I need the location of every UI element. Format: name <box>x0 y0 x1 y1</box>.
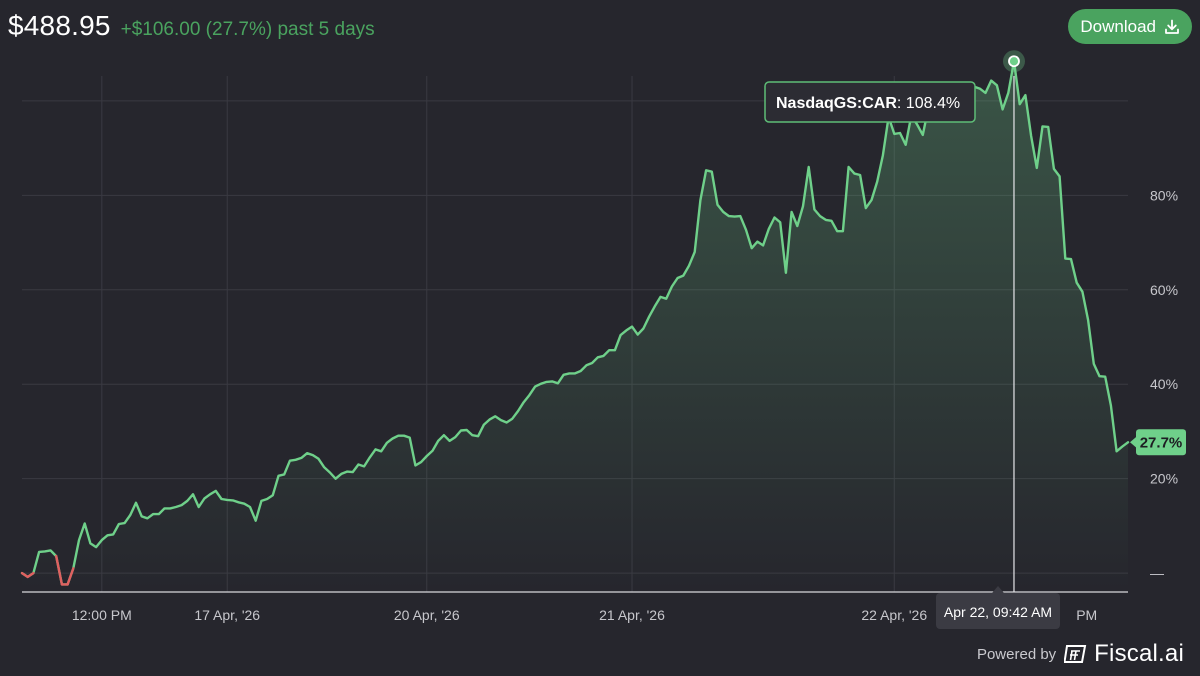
current-price: $488.95 <box>8 10 111 41</box>
negative-segments <box>20 554 75 586</box>
crosshair-date-tag: Apr 22, 09:42 AM <box>936 586 1060 629</box>
y-tick-label: 80% <box>1150 187 1178 203</box>
x-axis: 12:00 PM 17 Apr, '26 20 Apr, '26 21 Apr, '2… <box>72 607 1097 623</box>
y-tick-label: 40% <box>1150 376 1178 392</box>
x-tick-label: PM <box>1076 607 1097 623</box>
tooltip-box <box>764 81 976 123</box>
hover-point <box>1008 55 1020 68</box>
download-button[interactable]: Download <box>1068 9 1192 44</box>
last-value-tag: 27.7% <box>1130 429 1186 456</box>
powered-by-text: Powered by <box>976 645 1057 663</box>
x-tick-label: 20 Apr, '26 <box>394 607 460 623</box>
negative-segment <box>66 567 75 586</box>
tooltip-value: : 108.4% <box>897 95 960 112</box>
negative-segment <box>26 571 35 579</box>
price-change: +$106.00 (27.7%) past 5 days <box>120 19 375 40</box>
download-icon <box>1165 19 1179 34</box>
tooltip: NasdaqGS:CAR: 108.4% <box>764 81 976 123</box>
last-value-label: 27.7% <box>1140 434 1183 451</box>
x-tick-label: 12:00 PM <box>72 607 132 623</box>
y-tick-label: 60% <box>1150 282 1178 298</box>
y-tick-label: — <box>1150 565 1164 581</box>
series-area <box>22 61 1128 592</box>
brand-name: Fiscal.ai <box>1094 640 1184 667</box>
crosshair <box>1002 50 1025 592</box>
tooltip-symbol: NasdaqGS:CAR <box>776 95 897 112</box>
x-tick-label: 17 Apr, '26 <box>194 607 260 623</box>
download-label: Download <box>1080 16 1156 36</box>
footer: Powered by Fiscal.ai <box>977 640 1184 668</box>
y-axis: — 20% 40% 60% 80% <box>1150 187 1178 581</box>
y-tick-label: 20% <box>1150 471 1178 487</box>
crosshair-date: Apr 22, 09:42 AM <box>944 604 1052 620</box>
tooltip-text: NasdaqGS:CAR: 108.4% <box>776 95 960 112</box>
fiscal-logo-icon <box>1064 645 1087 663</box>
x-tick-label: 22 Apr, '26 <box>861 607 927 623</box>
negative-segment <box>55 554 64 586</box>
x-tick-label: 21 Apr, '26 <box>599 607 665 623</box>
quote-header: $488.95 +$106.00 (27.7%) past 5 days <box>8 10 375 46</box>
